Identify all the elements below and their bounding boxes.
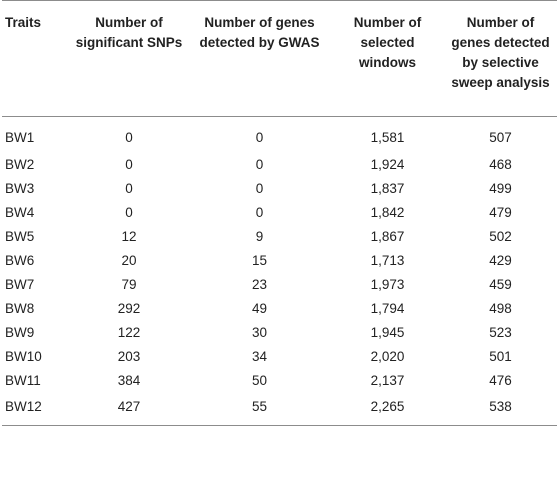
genes-selective-sweep-cell: 459 — [489, 277, 512, 292]
significant-snps-cell: 79 — [121, 277, 137, 292]
selected-windows-cell: 1,713 — [370, 253, 405, 268]
header-significant-snps: Number of significant SNPs — [75, 15, 183, 50]
trait-cell: BW1 — [5, 130, 35, 145]
trait-cell: BW6 — [5, 253, 35, 268]
header-genes-selective-sweep: Number of genes detected by selective sw… — [451, 15, 550, 90]
table-row: BW11 384 50 2,137 476 — [2, 369, 557, 393]
significant-snps-cell: 292 — [117, 301, 141, 316]
selected-windows-cell: 1,867 — [370, 229, 405, 244]
selected-windows-cell: 1,842 — [370, 205, 405, 220]
significant-snps-cell: 0 — [125, 130, 133, 145]
trait-cell: BW3 — [5, 181, 35, 196]
trait-cell: BW7 — [5, 277, 35, 292]
genes-selective-sweep-cell: 507 — [489, 130, 512, 145]
significant-snps-cell: 20 — [121, 253, 137, 268]
table-row: BW3 0 0 1,837 499 — [2, 177, 557, 201]
significant-snps-cell: 427 — [117, 399, 141, 414]
table-row: BW8 292 49 1,794 498 — [2, 297, 557, 321]
genes-selective-sweep-cell: 538 — [489, 399, 512, 414]
selected-windows-cell: 2,137 — [370, 373, 405, 388]
genes-gwas-cell: 9 — [255, 229, 264, 244]
selected-windows-cell: 1,924 — [370, 157, 405, 172]
trait-cell: BW5 — [5, 229, 35, 244]
genes-gwas-cell: 0 — [255, 157, 264, 172]
table-row: BW1 0 0 1,581 507 — [2, 117, 557, 154]
table-header: Traits Number of significant SNPs Number… — [2, 0, 557, 117]
trait-cell: BW11 — [5, 373, 41, 388]
significant-snps-cell: 0 — [125, 181, 133, 196]
selected-windows-cell: 1,837 — [370, 181, 405, 196]
genes-selective-sweep-cell: 501 — [489, 349, 512, 364]
header-row: Traits Number of significant SNPs Number… — [2, 0, 557, 117]
table-row: BW2 0 0 1,924 468 — [2, 153, 557, 177]
significant-snps-cell: 0 — [125, 205, 133, 220]
genes-selective-sweep-cell: 429 — [489, 253, 512, 268]
significant-snps-cell: 203 — [117, 349, 141, 364]
table-body: BW1 0 0 1,581 507 BW2 0 0 1,924 468 BW3 0 0 1,837 499 B… — [2, 117, 557, 426]
selected-windows-cell: 1,581 — [370, 130, 405, 145]
selected-windows-cell: 2,020 — [370, 349, 405, 364]
table-row: BW9 122 30 1,945 523 — [2, 321, 557, 345]
genes-gwas-cell: 15 — [251, 253, 268, 268]
genes-gwas-cell: 34 — [251, 349, 268, 364]
genes-selective-sweep-cell: 498 — [489, 301, 512, 316]
genes-selective-sweep-cell: 499 — [489, 181, 512, 196]
genes-gwas-cell: 55 — [251, 399, 268, 414]
significant-snps-cell: 0 — [125, 157, 133, 172]
significant-snps-cell: 122 — [117, 325, 141, 340]
selected-windows-cell: 1,794 — [370, 301, 405, 316]
genes-gwas-cell: 23 — [251, 277, 268, 292]
header-traits: Traits — [5, 15, 42, 30]
selected-windows-cell: 1,973 — [370, 277, 405, 292]
selected-windows-cell: 2,265 — [370, 399, 405, 414]
trait-cell: BW4 — [5, 205, 35, 220]
table-row: BW5 12 9 1,867 502 — [2, 225, 557, 249]
trait-cell: BW12 — [5, 399, 42, 414]
trait-cell: BW10 — [5, 349, 42, 364]
significant-snps-cell: 12 — [121, 229, 137, 244]
genes-gwas-cell: 50 — [251, 373, 268, 388]
table-row: BW6 20 15 1,713 429 — [2, 249, 557, 273]
genes-gwas-cell: 30 — [251, 325, 268, 340]
genes-selective-sweep-cell: 468 — [489, 157, 512, 172]
selected-windows-cell: 1,945 — [370, 325, 405, 340]
genes-gwas-cell: 0 — [255, 181, 264, 196]
genes-selective-sweep-cell: 502 — [489, 229, 512, 244]
table-row: BW12 427 55 2,265 538 — [2, 393, 557, 426]
header-genes-gwas: Number of genes detected by GWAS — [199, 15, 320, 50]
table-row: BW4 0 0 1,842 479 — [2, 201, 557, 225]
table-row: BW10 203 34 2,020 501 — [2, 345, 557, 369]
genes-selective-sweep-cell: 476 — [489, 373, 512, 388]
genes-gwas-cell: 0 — [255, 130, 264, 145]
traits-table: Traits Number of significant SNPs Number… — [2, 0, 557, 426]
significant-snps-cell: 384 — [117, 373, 141, 388]
trait-cell: BW8 — [5, 301, 35, 316]
trait-cell: BW2 — [5, 157, 35, 172]
trait-cell: BW9 — [5, 325, 35, 340]
table-row: BW7 79 23 1,973 459 — [2, 273, 557, 297]
genes-gwas-cell: 0 — [255, 205, 264, 220]
genes-gwas-cell: 49 — [251, 301, 268, 316]
header-selected-windows: Number of selected windows — [353, 15, 422, 70]
genes-selective-sweep-cell: 523 — [489, 325, 512, 340]
genes-selective-sweep-cell: 479 — [489, 205, 512, 220]
